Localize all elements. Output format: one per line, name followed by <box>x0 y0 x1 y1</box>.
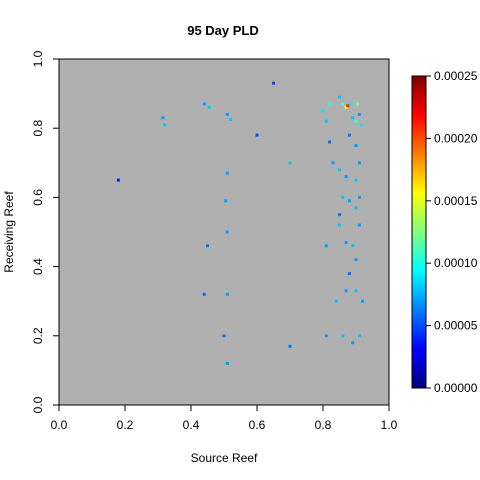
colorbar-tick-label: 0.00005 <box>434 319 478 333</box>
heatmap-cell <box>331 161 335 165</box>
heatmap-cell <box>351 244 355 248</box>
heatmap-cell <box>328 102 332 106</box>
heatmap-cell <box>225 230 229 234</box>
heatmap-cell <box>338 223 341 227</box>
heatmap-cell <box>351 341 355 345</box>
heatmap-cell <box>356 102 360 106</box>
heatmap-cell <box>338 168 341 172</box>
heatmap-cell <box>225 171 229 175</box>
colorbar-axis: 0.00000 0.00005 0.00010 0.00015 0.00020 0.000… <box>426 69 478 395</box>
heatmap-cell <box>225 362 229 365</box>
x-axis-label: Source Reef <box>191 451 258 465</box>
heatmap-cell <box>361 299 365 303</box>
heatmap-cell <box>324 244 328 248</box>
heatmap-cell <box>338 95 341 99</box>
heatmap-cell <box>321 109 325 113</box>
heatmap-cell <box>347 133 351 137</box>
heatmap-cell <box>354 144 358 147</box>
heatmap-cell <box>202 102 206 106</box>
heatmap-cell <box>116 178 120 182</box>
y-tick-label: 1.0 <box>31 50 45 67</box>
heatmap-cell <box>324 119 328 123</box>
heatmap-cell <box>288 344 292 348</box>
colorbar-tick-label: 0.00025 <box>434 69 478 83</box>
heatmap-cell <box>344 240 348 244</box>
colorbar <box>411 75 427 389</box>
heatmap-cell <box>206 244 209 248</box>
heatmap-cell <box>222 334 226 338</box>
heatmap-cell <box>338 213 341 217</box>
heatmap-cell <box>224 199 228 203</box>
x-tick-label: 0.4 <box>183 418 200 432</box>
heatmap-cell <box>351 116 355 120</box>
heatmap-cell <box>354 178 358 182</box>
heatmap-cell <box>357 223 361 227</box>
y-tick-label: 0.2 <box>31 327 45 344</box>
colorbar-tick-label: 0.00020 <box>434 131 478 145</box>
heatmap-cells <box>116 81 365 365</box>
heatmap-cell <box>207 105 211 109</box>
heatmap-cell <box>344 105 348 109</box>
heatmap-cell <box>357 334 361 338</box>
x-tick-label: 0.6 <box>249 418 266 432</box>
heatmap-cell <box>324 334 328 338</box>
x-tick-label: 0.0 <box>51 418 68 432</box>
y-axis: 0.0 0.2 0.4 0.6 0.8 1.0 <box>31 50 59 413</box>
heatmap-cell <box>344 289 348 293</box>
heatmap-cell <box>272 81 275 85</box>
heatmap-cell <box>341 102 345 106</box>
plot-area-background <box>59 59 389 405</box>
heatmap-cell <box>334 299 338 303</box>
heatmap-cell <box>341 195 345 199</box>
heatmap-cell <box>347 272 351 275</box>
x-tick-label: 0.8 <box>315 418 332 432</box>
y-tick-label: 0.4 <box>31 258 45 275</box>
heatmap-cell <box>229 118 233 122</box>
y-tick-label: 0.0 <box>31 396 45 413</box>
heatmap-cell <box>347 199 351 203</box>
heatmap-cell <box>225 112 229 116</box>
heatmap-cell <box>354 258 358 262</box>
heatmap-cell <box>202 292 206 296</box>
heatmap-cell <box>359 123 363 127</box>
chart-title: 95 Day PLD <box>187 23 259 38</box>
heatmap-cell <box>161 116 165 120</box>
heatmap-cell <box>341 334 345 338</box>
heatmap-cell <box>354 119 358 123</box>
colorbar-tick-label: 0.00015 <box>434 194 478 208</box>
heatmap-cell <box>354 206 358 210</box>
heatmap-cell <box>255 133 259 137</box>
x-tick-label: 1.0 <box>381 418 398 432</box>
colorbar-tick-label: 0.00010 <box>434 256 478 270</box>
heatmap-cell <box>344 175 348 179</box>
y-axis-label: Receiving Reef <box>2 191 16 273</box>
heatmap-cell <box>357 161 361 165</box>
heatmap-cell <box>357 112 361 116</box>
y-tick-label: 0.8 <box>31 120 45 137</box>
y-tick-label: 0.6 <box>31 189 45 206</box>
heatmap-cell <box>349 102 353 106</box>
heatmap-cell <box>346 104 350 108</box>
heatmap-cell <box>328 140 332 144</box>
heatmap-cell <box>354 289 358 293</box>
heatmap-cell <box>357 195 361 199</box>
heatmap-cell <box>288 161 292 165</box>
x-tick-label: 0.2 <box>117 418 134 432</box>
heatmap-cell <box>163 123 167 127</box>
x-axis: 0.0 0.2 0.4 0.6 0.8 1.0 <box>51 404 398 432</box>
colorbar-tick-label: 0.00000 <box>434 381 478 395</box>
heatmap-cell <box>225 292 229 296</box>
